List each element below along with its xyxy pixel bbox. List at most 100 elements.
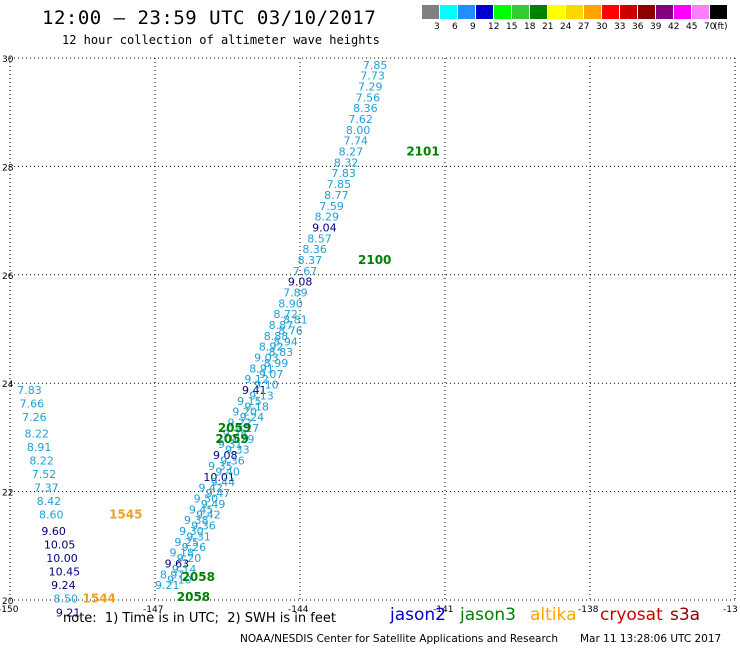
x-tick-label: -138 bbox=[578, 605, 599, 615]
wave-height-value: 9.36 bbox=[220, 455, 245, 468]
wave-height-value: 7.56 bbox=[356, 91, 381, 104]
wave-height-value: 9.31 bbox=[186, 530, 211, 543]
wave-height-value: 9.38 bbox=[184, 514, 209, 527]
legend-bin-label: 33 bbox=[614, 22, 626, 32]
wave-height-value: 9.20 bbox=[177, 552, 202, 565]
wave-height-value: 9.31 bbox=[218, 438, 243, 451]
wave-height-value: 8.99 bbox=[264, 357, 289, 370]
pass-time-label: 2101 bbox=[406, 145, 439, 159]
wave-height-value: 8.92 bbox=[259, 341, 284, 354]
legend-bin-label: 21 bbox=[542, 22, 554, 32]
x-tick-label: -147 bbox=[143, 605, 163, 615]
wave-height-value: 9.63 bbox=[165, 557, 190, 570]
page-title: 12:00 – 23:59 UTC 03/10/2017 bbox=[42, 7, 377, 29]
wave-height-value: 8.36 bbox=[353, 102, 378, 115]
legend-bin-label: 12 bbox=[488, 22, 500, 32]
wave-height-value: 8.60 bbox=[39, 509, 64, 522]
wave-height-value: 7.67 bbox=[293, 265, 318, 278]
wave-height-value: 8.32 bbox=[334, 156, 359, 169]
legend-bin-label: 18 bbox=[524, 22, 536, 32]
legend-bin-label: 39 bbox=[650, 22, 662, 32]
wave-height-value: 9.42 bbox=[199, 482, 224, 495]
wave-height-value: 10.01 bbox=[203, 471, 235, 484]
axis-tick-labels: 20 22 24 26 28 30 -150 -147 -144 -141 -138 -13 bbox=[0, 55, 738, 615]
wave-height-value: 8.57 bbox=[307, 232, 332, 245]
wave-height-value: 7.85 bbox=[363, 59, 388, 72]
wave-height-value: 9.50 bbox=[194, 492, 219, 505]
wave-height-value: 9.36 bbox=[191, 520, 216, 533]
pass-time-label: 2058 bbox=[182, 570, 215, 584]
wave-height-value: 8.91 bbox=[249, 362, 274, 375]
legend-swatch bbox=[566, 5, 583, 19]
pass-time-label: 1545 bbox=[109, 508, 142, 522]
x-tick-label: -150 bbox=[0, 605, 19, 615]
legend-swatch bbox=[530, 5, 547, 19]
wave-height-value: 8.81 bbox=[283, 314, 308, 327]
wave-height-value: 9.24 bbox=[51, 579, 75, 592]
wave-height-value: 9.30 bbox=[179, 525, 204, 538]
wave-height-value: 8.83 bbox=[269, 346, 294, 359]
legend-bin-label: 24 bbox=[560, 22, 572, 32]
wave-height-value: 9.28 bbox=[223, 427, 248, 440]
wave-height-value: 9.41 bbox=[242, 384, 267, 397]
wave-height-value: 8.22 bbox=[29, 455, 54, 468]
wave-height-value: 9.10 bbox=[254, 379, 278, 392]
wave-height-value: 9.45 bbox=[189, 503, 214, 516]
wave-height-value: 8.27 bbox=[339, 146, 364, 159]
wave-height-value: 9.35 bbox=[208, 460, 233, 473]
y-tick-label: 22 bbox=[2, 489, 13, 499]
legend-bin-label: 27 bbox=[578, 22, 590, 32]
wave-height-value: 9.14 bbox=[172, 563, 197, 576]
wave-height-value: 9.13 bbox=[249, 389, 274, 402]
wave-height-value: 8.90 bbox=[278, 297, 303, 310]
satellite-legend-item: altika bbox=[530, 605, 577, 625]
wave-height-value: 7.52 bbox=[32, 468, 57, 481]
y-tick-label: 20 bbox=[2, 597, 14, 607]
wave-height-value: 9.33 bbox=[225, 444, 250, 457]
wave-height-value: 8.88 bbox=[264, 330, 289, 343]
legend-swatch bbox=[620, 5, 637, 19]
wave-height-value: 8.29 bbox=[315, 211, 340, 224]
legend-swatch bbox=[656, 5, 673, 19]
pass-time-label: 1544 bbox=[83, 592, 116, 606]
x-tick-label: -144 bbox=[288, 605, 309, 615]
wave-height-value: 8.42 bbox=[37, 495, 62, 508]
wave-height-value: 7.37 bbox=[34, 482, 59, 495]
wave-height-value: 9.08 bbox=[213, 449, 238, 462]
wave-height-value: 9.20 bbox=[232, 406, 256, 419]
legend-swatch bbox=[440, 5, 457, 19]
wave-height-value: 9.21 bbox=[155, 579, 180, 592]
wave-height-value: 8.22 bbox=[25, 427, 50, 440]
legend-swatch bbox=[710, 5, 727, 19]
wave-height-value: 9.21 bbox=[56, 606, 81, 619]
wave-height-value: 8.76 bbox=[278, 324, 303, 337]
wave-height-value: 9.47 bbox=[206, 487, 231, 500]
wave-height-value: 10.00 bbox=[46, 552, 78, 565]
wave-height-value: 7.89 bbox=[283, 286, 308, 299]
wave-height-value: 8.94 bbox=[273, 335, 298, 348]
wave-height-value: 9.25 bbox=[174, 536, 199, 549]
legend-bin-label: 9 bbox=[470, 22, 476, 32]
wave-height-value: 8.87 bbox=[269, 319, 294, 332]
wave-height-value: 7.59 bbox=[319, 200, 344, 213]
legend-swatch bbox=[512, 5, 529, 19]
legend-bin-label: 42 bbox=[668, 22, 680, 32]
wave-height-value: 8.50 bbox=[54, 593, 79, 606]
wave-height-value: 8.77 bbox=[324, 189, 349, 202]
satellite-legend-item: s3a bbox=[670, 605, 701, 625]
wave-height-value: 9.18 bbox=[244, 400, 269, 413]
y-tick-label: 26 bbox=[2, 272, 14, 282]
satellite-legend-item: jason3 bbox=[460, 605, 516, 625]
legend-bin-label: 70 bbox=[704, 22, 716, 32]
wave-height-value: 7.83 bbox=[331, 167, 356, 180]
wave-height-value: 10.05 bbox=[44, 539, 75, 552]
legend-swatch bbox=[692, 5, 709, 19]
wave-height-value: 7.73 bbox=[360, 70, 385, 83]
wave-height-value: 8.72 bbox=[273, 308, 298, 321]
legend-bin-label: 45 bbox=[686, 22, 698, 32]
y-tick-label: 30 bbox=[2, 55, 14, 65]
legend-bin-label: 36 bbox=[632, 22, 644, 32]
page-subtitle: 12 hour collection of altimeter wave hei… bbox=[62, 33, 380, 47]
wave-height-value: 7.83 bbox=[17, 384, 42, 397]
